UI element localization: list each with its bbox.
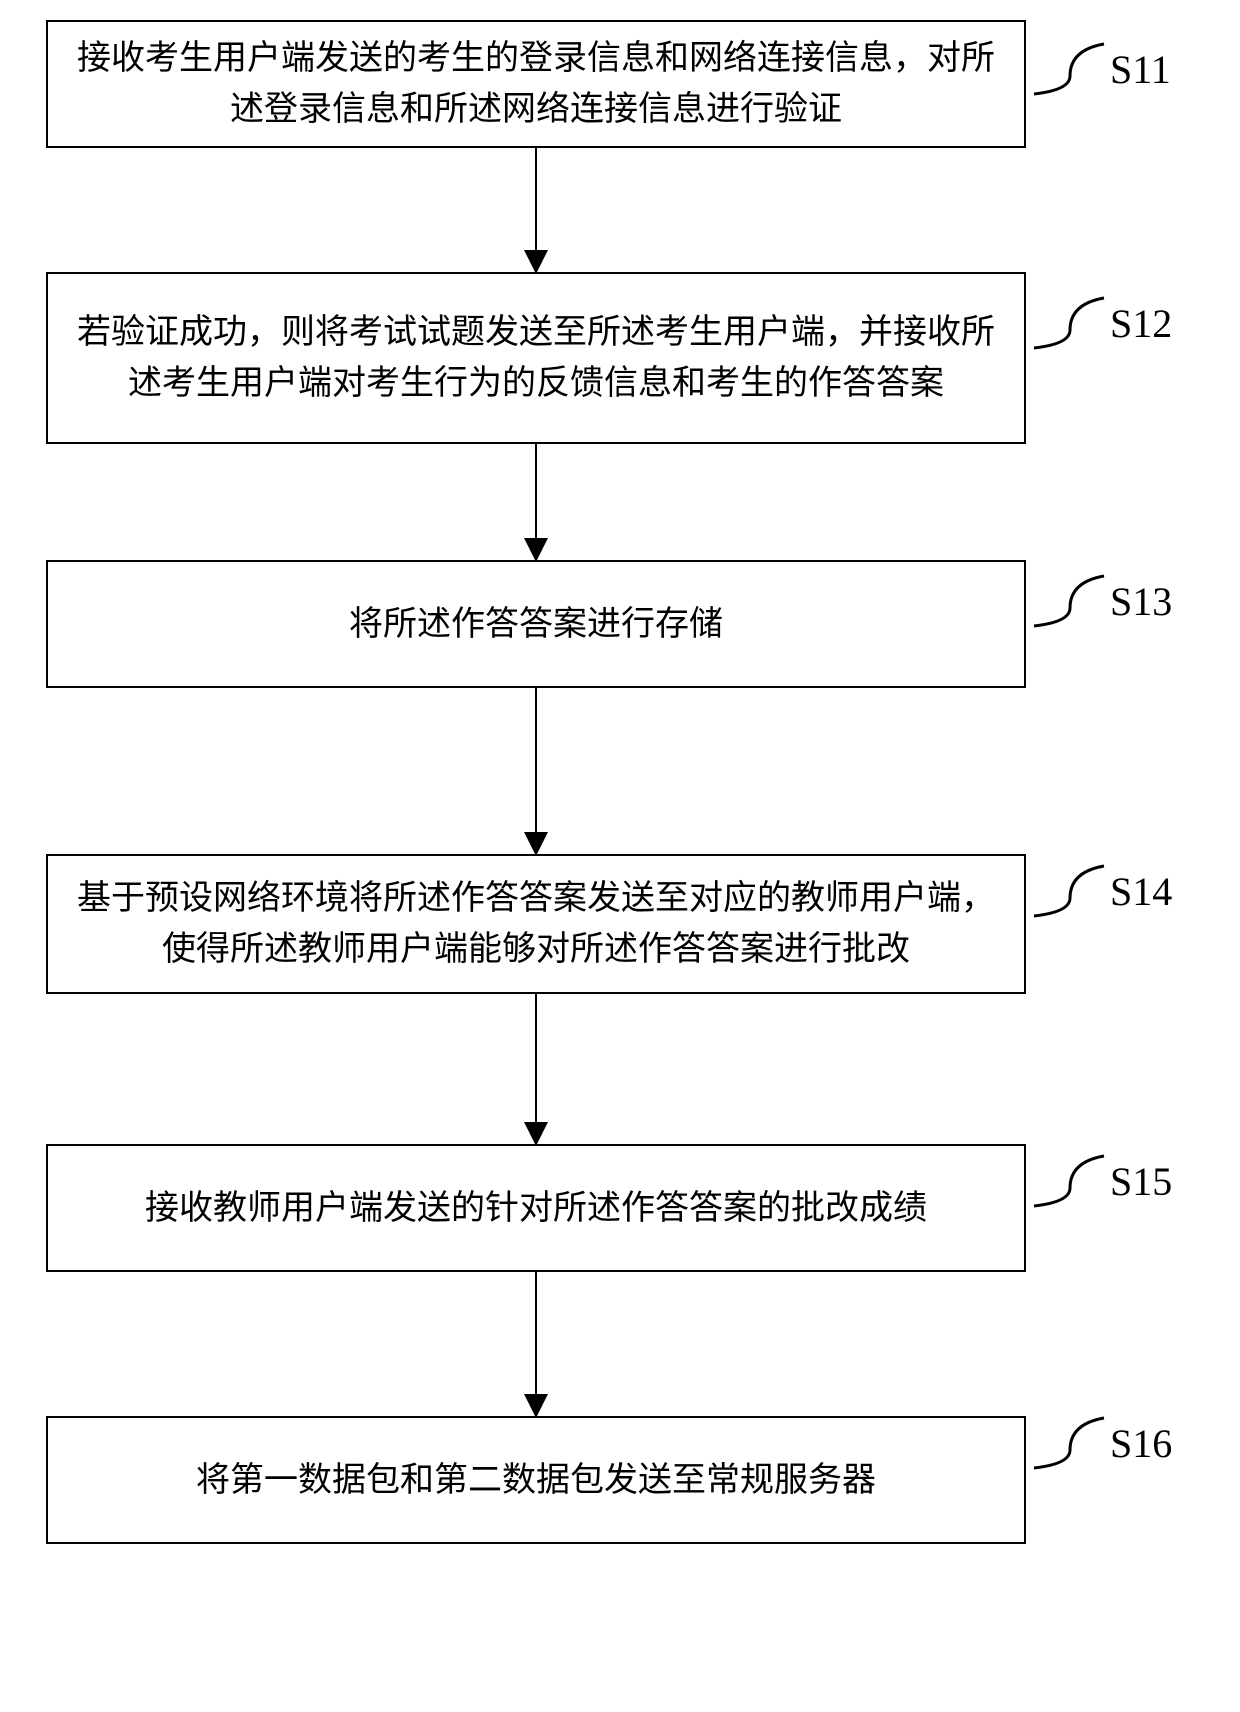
flow-step-text: 将所述作答答案进行存储: [349, 599, 723, 650]
flow-step-s16: 将第一数据包和第二数据包发送至常规服务器: [46, 1416, 1026, 1544]
step-label-s12: S12: [1110, 300, 1172, 347]
flow-step-s12: 若验证成功，则将考试试题发送至所述考生用户端，并接收所述考生用户端对考生行为的反…: [46, 272, 1026, 444]
label-connector-curve: [1034, 298, 1104, 348]
flow-step-text: 基于预设网络环境将所述作答答案发送至对应的教师用户端，使得所述教师用户端能够对所…: [68, 873, 1004, 975]
flow-step-s14: 基于预设网络环境将所述作答答案发送至对应的教师用户端，使得所述教师用户端能够对所…: [46, 854, 1026, 994]
label-connector-curve: [1034, 1156, 1104, 1206]
step-label-s16: S16: [1110, 1420, 1172, 1467]
label-connector-curve: [1034, 576, 1104, 626]
step-label-s14: S14: [1110, 868, 1172, 915]
step-label-s11: S11: [1110, 46, 1171, 93]
step-label-s15: S15: [1110, 1158, 1172, 1205]
flow-step-text: 接收教师用户端发送的针对所述作答答案的批改成绩: [145, 1183, 927, 1234]
flow-step-text: 若验证成功，则将考试试题发送至所述考生用户端，并接收所述考生用户端对考生行为的反…: [68, 307, 1004, 409]
label-connector-curve: [1034, 866, 1104, 916]
flow-step-s13: 将所述作答答案进行存储: [46, 560, 1026, 688]
flow-step-text: 接收考生用户端发送的考生的登录信息和网络连接信息，对所述登录信息和所述网络连接信…: [68, 33, 1004, 135]
flow-step-s11: 接收考生用户端发送的考生的登录信息和网络连接信息，对所述登录信息和所述网络连接信…: [46, 20, 1026, 148]
label-connector-curve: [1034, 1418, 1104, 1468]
label-connector-curve: [1034, 44, 1104, 94]
flow-step-text: 将第一数据包和第二数据包发送至常规服务器: [196, 1455, 876, 1506]
flow-step-s15: 接收教师用户端发送的针对所述作答答案的批改成绩: [46, 1144, 1026, 1272]
step-label-s13: S13: [1110, 578, 1172, 625]
